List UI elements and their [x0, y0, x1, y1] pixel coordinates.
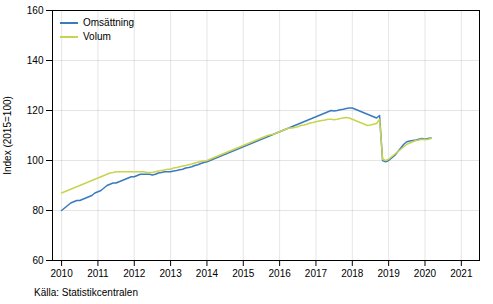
- svg-text:140: 140: [27, 55, 44, 66]
- svg-text:2021: 2021: [450, 268, 473, 279]
- svg-text:2017: 2017: [305, 268, 328, 279]
- html-text:Omsättning: Omsättning: [83, 17, 135, 28]
- svg-text:2015: 2015: [232, 268, 255, 279]
- svg-text:100: 100: [27, 155, 44, 166]
- svg-text:80: 80: [32, 205, 44, 216]
- svg-text:2020: 2020: [414, 268, 437, 279]
- svg-text:2016: 2016: [269, 268, 292, 279]
- svg-text:Index (2015=100): Index (2015=100): [2, 96, 13, 175]
- svg-text:2018: 2018: [341, 268, 364, 279]
- svg-text:2014: 2014: [196, 268, 219, 279]
- svg-text:60: 60: [32, 255, 44, 266]
- html-text:Volum: Volum: [83, 31, 111, 42]
- html-text:Källa: Statistikcentralen: Källa: Statistikcentralen: [34, 287, 138, 298]
- svg-text:2011: 2011: [87, 268, 109, 279]
- svg-text:2013: 2013: [159, 268, 182, 279]
- svg-text:2019: 2019: [378, 268, 401, 279]
- svg-text:120: 120: [27, 105, 44, 116]
- svg-text:2010: 2010: [50, 268, 73, 279]
- svg-text:160: 160: [27, 5, 44, 16]
- svg-text:2012: 2012: [123, 268, 146, 279]
